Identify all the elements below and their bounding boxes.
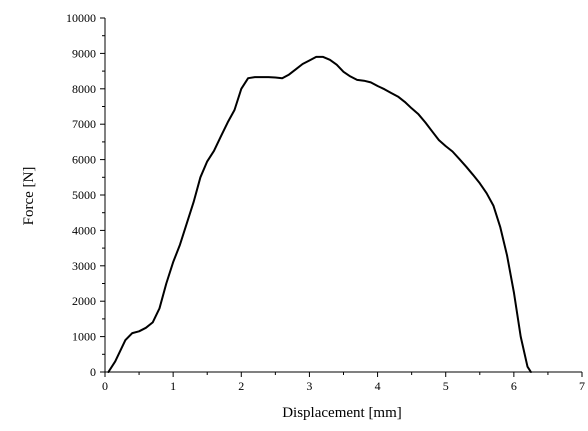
x-tick-label: 5 — [443, 379, 449, 393]
y-tick-label: 5000 — [72, 188, 96, 202]
x-tick-label: 0 — [102, 379, 108, 393]
x-tick-label: 4 — [375, 379, 381, 393]
tick-labels: 0 1 2 3 4 5 6 7 0 1000 2000 3000 4000 5000 6000 7000 800… — [66, 11, 585, 393]
x-tick-label: 6 — [511, 379, 517, 393]
x-tick-label: 3 — [306, 379, 312, 393]
force-curve-line — [107, 55, 532, 373]
axis-ticks — [100, 17, 583, 377]
y-tick-label: 8000 — [72, 82, 96, 96]
y-tick-label: 2000 — [72, 294, 96, 308]
y-tick-label: 7000 — [72, 117, 96, 131]
y-tick-label: 4000 — [72, 223, 96, 237]
y-axis-title: Force [N] — [21, 167, 37, 226]
x-tick-label: 1 — [170, 379, 176, 393]
y-tick-label: 3000 — [72, 259, 96, 273]
y-tick-label: 0 — [90, 365, 96, 379]
y-tick-label: 9000 — [72, 46, 96, 60]
y-tick-label: 10000 — [66, 11, 96, 25]
y-tick-label: 6000 — [72, 153, 96, 167]
x-axis-title: Displacement [mm] — [282, 405, 402, 421]
x-tick-label: 2 — [238, 379, 244, 393]
x-tick-label: 7 — [579, 379, 585, 393]
y-tick-label: 1000 — [72, 330, 96, 344]
